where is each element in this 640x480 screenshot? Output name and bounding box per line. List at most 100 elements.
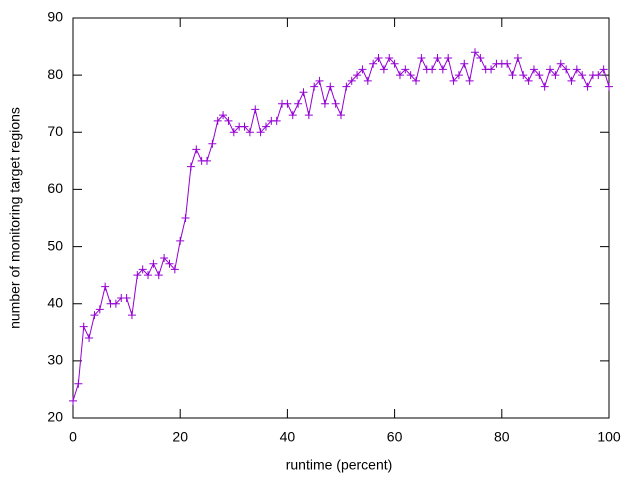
point-marker xyxy=(471,48,479,57)
point-marker xyxy=(395,71,404,80)
point-marker xyxy=(428,65,437,74)
y-tick-label: 40 xyxy=(47,294,63,310)
point-marker xyxy=(229,128,238,137)
point-marker xyxy=(240,122,249,131)
point-marker xyxy=(529,65,538,74)
point-marker xyxy=(224,116,233,125)
x-tick-label: 100 xyxy=(597,429,621,445)
point-marker xyxy=(192,145,201,154)
point-marker xyxy=(444,54,453,62)
x-tick-label: 40 xyxy=(280,429,296,445)
point-marker xyxy=(417,54,426,62)
point-marker xyxy=(599,65,608,74)
point-marker xyxy=(256,128,265,137)
series-line xyxy=(72,51,610,402)
point-marker xyxy=(390,59,399,68)
point-marker xyxy=(85,334,94,342)
point-marker xyxy=(337,111,345,120)
point-marker xyxy=(406,71,415,80)
point-marker xyxy=(508,71,517,80)
point-marker xyxy=(101,282,110,291)
point-marker xyxy=(251,105,260,114)
y-tick-label: 70 xyxy=(47,123,63,139)
y-tick-label: 80 xyxy=(47,66,63,82)
point-marker xyxy=(122,294,131,302)
point-marker xyxy=(310,82,319,91)
x-tick-label: 20 xyxy=(172,429,188,445)
point-marker xyxy=(454,71,463,80)
point-marker xyxy=(90,311,99,320)
point-marker xyxy=(283,99,292,108)
point-marker xyxy=(315,76,324,85)
point-marker xyxy=(535,71,544,80)
point-marker xyxy=(583,82,592,91)
point-marker xyxy=(572,65,581,74)
point-marker xyxy=(213,116,222,125)
point-marker xyxy=(438,65,447,74)
point-marker xyxy=(165,259,174,268)
y-axis-label: number of monitoring target regions xyxy=(7,107,23,329)
point-marker xyxy=(261,122,270,131)
point-marker xyxy=(69,396,77,405)
point-marker xyxy=(476,54,485,62)
point-marker xyxy=(487,65,496,74)
point-marker xyxy=(144,271,153,280)
point-marker xyxy=(369,59,378,68)
plot-border xyxy=(72,17,610,419)
point-marker xyxy=(320,99,329,108)
y-tick-label: 20 xyxy=(47,409,63,425)
x-axis-label: runtime (percent) xyxy=(286,457,393,473)
point-marker xyxy=(347,76,356,85)
point-marker xyxy=(138,265,147,274)
point-marker xyxy=(181,214,190,222)
point-marker xyxy=(111,299,120,308)
y-tick-label: 60 xyxy=(47,180,63,196)
point-marker xyxy=(149,259,158,268)
y-tick-label: 90 xyxy=(47,9,63,25)
point-marker xyxy=(208,139,217,148)
point-marker xyxy=(160,254,169,262)
point-marker xyxy=(513,54,522,62)
point-marker xyxy=(519,71,528,80)
point-marker xyxy=(363,76,372,85)
point-marker xyxy=(326,82,335,91)
point-marker xyxy=(546,65,555,74)
point-marker xyxy=(374,54,383,62)
point-marker xyxy=(401,65,410,74)
point-marker xyxy=(562,65,571,74)
point-marker xyxy=(385,54,394,62)
point-marker xyxy=(379,65,388,74)
x-tick-label: 0 xyxy=(69,429,77,445)
point-marker xyxy=(176,236,185,245)
point-marker xyxy=(127,311,136,320)
point-marker xyxy=(186,162,195,171)
point-marker xyxy=(154,271,163,280)
point-marker xyxy=(331,99,340,108)
point-marker xyxy=(551,71,560,80)
point-marker xyxy=(170,265,179,274)
y-tick-label: 30 xyxy=(47,352,63,368)
y-tick-label: 50 xyxy=(47,237,63,253)
point-marker xyxy=(299,88,308,97)
point-marker xyxy=(294,99,303,108)
point-marker xyxy=(358,65,367,74)
point-marker xyxy=(74,379,83,388)
point-marker xyxy=(272,116,281,125)
point-marker xyxy=(133,271,142,280)
point-marker xyxy=(203,156,211,165)
x-tick-label: 80 xyxy=(494,429,510,445)
point-marker xyxy=(433,54,442,62)
point-marker xyxy=(245,128,254,137)
point-marker xyxy=(594,71,603,80)
point-marker xyxy=(95,305,104,314)
x-tick-label: 60 xyxy=(387,429,403,445)
point-marker xyxy=(353,71,362,80)
point-marker xyxy=(524,76,533,85)
point-marker xyxy=(540,82,549,91)
point-marker xyxy=(219,111,228,120)
point-marker xyxy=(304,111,313,120)
point-marker xyxy=(412,76,421,85)
point-marker xyxy=(460,59,469,68)
